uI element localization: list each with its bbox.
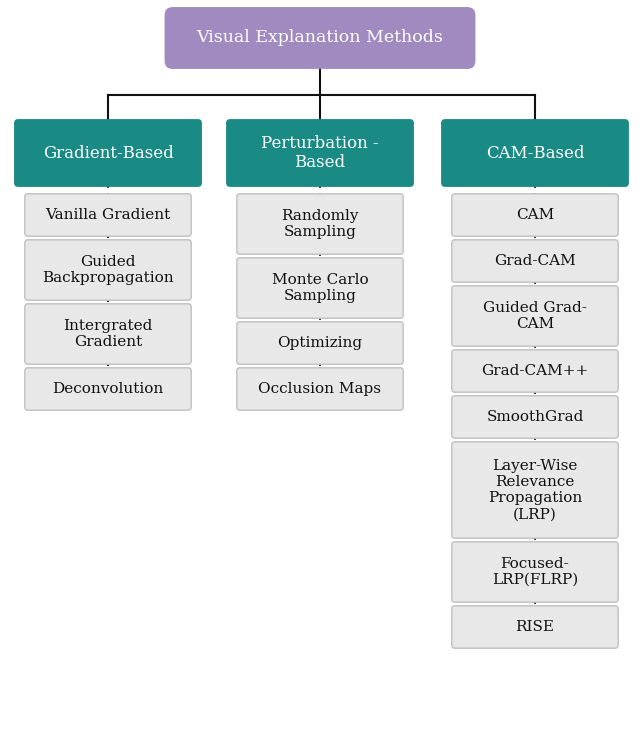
Text: Guided
Backpropagation: Guided Backpropagation [42,255,174,285]
Text: RISE: RISE [515,620,554,634]
FancyBboxPatch shape [442,120,628,186]
Text: Monte Carlo
Sampling: Monte Carlo Sampling [272,273,368,303]
FancyBboxPatch shape [452,606,618,648]
FancyBboxPatch shape [15,120,201,186]
FancyBboxPatch shape [25,240,191,300]
Text: Randomly
Sampling: Randomly Sampling [281,209,359,239]
FancyBboxPatch shape [452,240,618,282]
Text: Perturbation -
Based: Perturbation - Based [261,134,379,171]
Text: Optimizing: Optimizing [277,336,363,350]
Text: Grad-CAM++: Grad-CAM++ [481,364,589,378]
Text: Grad-CAM: Grad-CAM [494,254,576,268]
FancyBboxPatch shape [452,396,618,438]
Text: CAM: CAM [516,208,554,222]
Text: Deconvolution: Deconvolution [52,382,164,396]
Text: CAM-Based: CAM-Based [486,144,584,161]
Text: Occlusion Maps: Occlusion Maps [259,382,381,396]
FancyBboxPatch shape [452,194,618,237]
FancyBboxPatch shape [452,541,618,602]
FancyBboxPatch shape [25,304,191,364]
Text: Focused-
LRP(FLRP): Focused- LRP(FLRP) [492,557,578,587]
Text: Intergrated
Gradient: Intergrated Gradient [63,319,153,349]
FancyBboxPatch shape [452,442,618,538]
Text: SmoothGrad: SmoothGrad [486,410,584,424]
FancyBboxPatch shape [25,368,191,410]
FancyBboxPatch shape [25,194,191,237]
FancyBboxPatch shape [237,194,403,254]
FancyBboxPatch shape [237,321,403,364]
Text: Vanilla Gradient: Vanilla Gradient [45,208,171,222]
FancyBboxPatch shape [165,8,475,68]
FancyBboxPatch shape [452,350,618,392]
Text: Visual Explanation Methods: Visual Explanation Methods [196,29,444,47]
FancyBboxPatch shape [227,120,413,186]
Text: Layer-Wise
Relevance
Propagation
(LRP): Layer-Wise Relevance Propagation (LRP) [488,459,582,521]
Text: Gradient-Based: Gradient-Based [43,144,173,161]
FancyBboxPatch shape [452,286,618,346]
Text: Guided Grad-
CAM: Guided Grad- CAM [483,301,587,331]
FancyBboxPatch shape [237,258,403,318]
FancyBboxPatch shape [237,368,403,410]
